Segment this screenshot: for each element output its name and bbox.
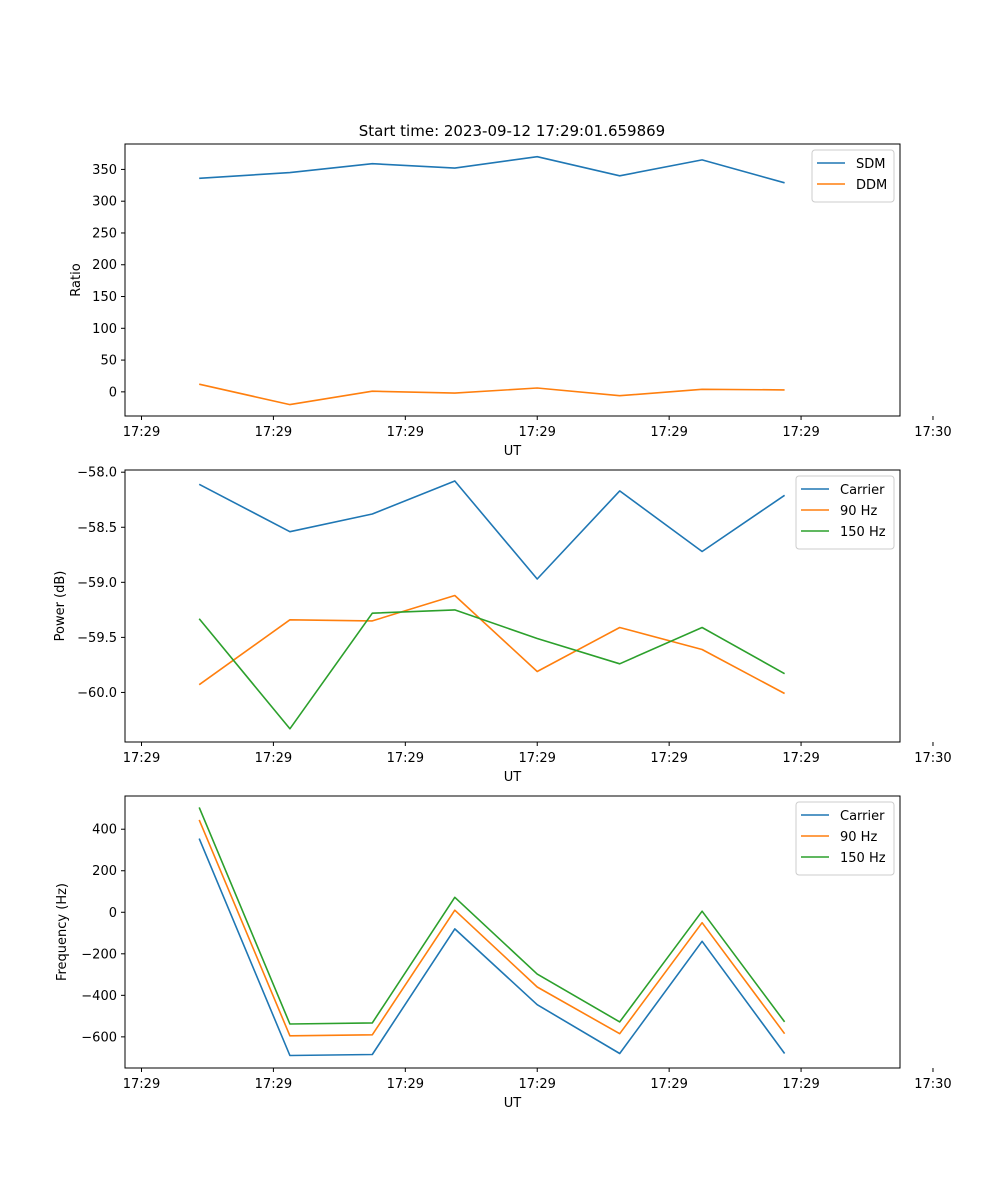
axes-frame (124, 795, 901, 1069)
x-tick-label: 17:29 (255, 751, 292, 766)
y-tick-label: −58.5 (77, 521, 117, 536)
x-tick-label: 17:29 (255, 1077, 292, 1092)
legend-label: DDM (856, 178, 887, 193)
x-axis-label: UT (504, 444, 522, 459)
y-tick-label: −200 (81, 947, 117, 962)
series-line-carrier (198, 838, 786, 1057)
y-tick-label: 100 (92, 322, 117, 337)
legend-label: 150 Hz (840, 525, 886, 540)
y-tick-label: 50 (100, 354, 117, 369)
x-tick-label: 17:30 (914, 1077, 951, 1092)
panel-ratio: 17:29 17:29 17:29 17:29 17:29 17:29 17:30 0 50 10… (69, 143, 952, 459)
series-line-ddm (199, 383, 785, 406)
x-tick-label: 17:29 (123, 751, 160, 766)
y-axis-label: Power (dB) (53, 571, 68, 642)
x-tick-label: 17:29 (650, 425, 687, 440)
x-axis-label: UT (504, 770, 522, 785)
y-tick-label: −59.0 (77, 576, 117, 591)
legend-label: 90 Hz (840, 504, 877, 519)
legend: Carrier 90 Hz 150 Hz (795, 801, 895, 876)
y-axis-label: Ratio (69, 263, 84, 296)
legend-label: Carrier (840, 809, 885, 824)
series-line-150-hz (198, 807, 786, 1025)
x-tick-label: 17:30 (914, 425, 951, 440)
y-axis-label: Frequency (Hz) (55, 883, 70, 981)
figure-title: Start time: 2023-09-12 17:29:01.659869 (359, 122, 665, 140)
x-tick-label: 17:29 (518, 751, 555, 766)
panel-frequency: 17:29 17:29 17:29 17:29 17:29 17:29 17:30 −600 −… (55, 795, 952, 1111)
axes-frame (124, 469, 901, 743)
series-line-carrier (198, 480, 786, 580)
y-tick-label: 400 (92, 823, 117, 838)
x-tick-label: 17:29 (123, 425, 160, 440)
legend-label: 150 Hz (840, 851, 886, 866)
x-tick-label: 17:29 (518, 425, 555, 440)
legend: SDM DDM (811, 149, 895, 203)
x-tick-label: 17:29 (123, 1077, 160, 1092)
x-axis-label: UT (504, 1096, 522, 1111)
x-tick-label: 17:29 (782, 425, 819, 440)
series-line-90-hz (198, 594, 785, 695)
axes-frame (124, 143, 901, 417)
y-tick-label: 0 (109, 385, 117, 400)
legend-label: Carrier (840, 483, 885, 498)
x-tick-label: 17:29 (650, 751, 687, 766)
y-tick-label: −600 (81, 1030, 117, 1045)
y-tick-label: −59.5 (77, 631, 117, 646)
series-line-150-hz (198, 609, 785, 730)
series-line-90-hz (198, 819, 786, 1037)
y-tick-label: 150 (92, 290, 117, 305)
y-tick-label: 350 (92, 163, 117, 178)
y-tick-label: 250 (92, 226, 117, 241)
y-tick-label: 0 (109, 906, 117, 921)
x-tick-label: 17:29 (650, 1077, 687, 1092)
y-tick-label: 200 (92, 864, 117, 879)
panel-power: 17:29 17:29 17:29 17:29 17:29 17:29 17:30 −60.0… (53, 466, 952, 785)
y-tick-label: 300 (92, 195, 117, 210)
x-tick-label: 17:29 (782, 751, 819, 766)
x-tick-label: 17:30 (914, 751, 951, 766)
x-tick-label: 17:29 (387, 751, 424, 766)
legend-label: SDM (856, 157, 885, 172)
legend: Carrier 90 Hz 150 Hz (795, 475, 895, 550)
x-tick-label: 17:29 (387, 425, 424, 440)
y-tick-label: −60.0 (77, 686, 117, 701)
y-tick-label: −58.0 (77, 466, 117, 481)
y-tick-label: 200 (92, 258, 117, 273)
legend-label: 90 Hz (840, 830, 877, 845)
y-tick-label: −400 (81, 989, 117, 1004)
x-tick-label: 17:29 (387, 1077, 424, 1092)
x-tick-label: 17:29 (518, 1077, 555, 1092)
series-line-sdm (199, 155, 785, 184)
x-tick-label: 17:29 (782, 1077, 819, 1092)
x-tick-label: 17:29 (255, 425, 292, 440)
